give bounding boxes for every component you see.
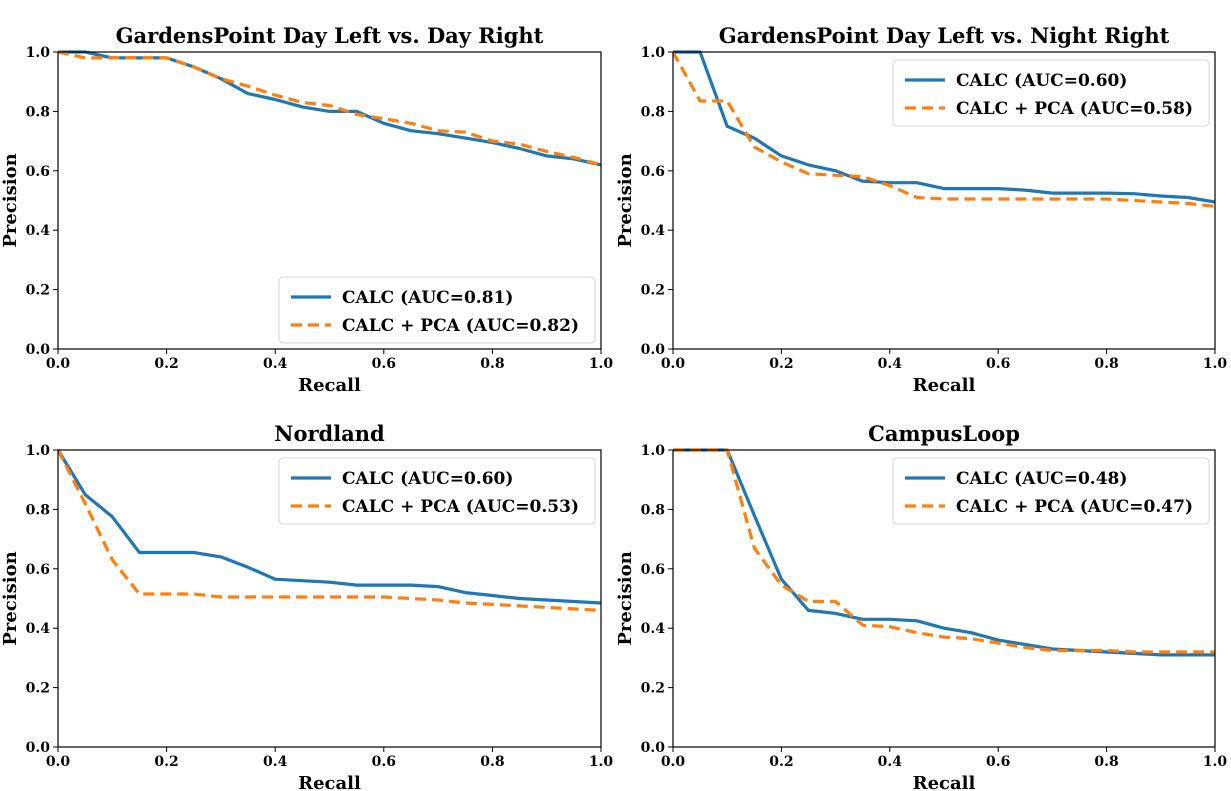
legend: CALC (AUC=0.60) CALC + PCA (AUC=0.58)	[892, 59, 1210, 127]
x-tick-label: 0.4	[263, 356, 288, 372]
legend-label: CALC (AUC=0.48)	[956, 469, 1127, 489]
series-line-1	[673, 50, 1215, 204]
x-tick-label: 0.4	[878, 356, 903, 372]
y-tick-label: 0.4	[641, 621, 666, 637]
x-tick-label: 1.0	[589, 356, 614, 372]
x-tick-label: 0.8	[1094, 754, 1118, 770]
y-tick-label: 1.0	[641, 45, 666, 61]
x-tick-label: 1.0	[589, 754, 614, 770]
y-tick-label: 0.0	[641, 342, 666, 358]
axes-frame	[672, 449, 1216, 748]
y-tick-label: 0.8	[26, 104, 50, 120]
chart-title: GardensPoint Day Left vs. Night Right	[719, 23, 1170, 48]
legend: CALC (AUC=0.81) CALC + PCA (AUC=0.82)	[278, 276, 596, 344]
legend-label: CALC (AUC=0.60)	[956, 71, 1127, 91]
series-group	[58, 449, 601, 612]
axes-frame	[672, 51, 1216, 350]
chart-panel-3: Nordland 0.0 0.2 0.4 0.6 0.8 1.0 0.0 0.2 0.4 0.6 0.…	[0, 421, 613, 791]
axes-frame	[57, 449, 602, 748]
series-line-2	[58, 50, 601, 167]
series-group	[58, 50, 601, 167]
x-axis-label: Recall	[913, 375, 976, 396]
y-tick-label: 0.0	[26, 740, 51, 756]
x-axis-label: Recall	[913, 773, 976, 791]
x-axis-label: Recall	[298, 773, 361, 791]
legend-label: CALC + PCA (AUC=0.53)	[342, 497, 579, 517]
x-tick-label: 0.2	[769, 356, 793, 372]
legend-box	[892, 59, 1210, 127]
series-line-2	[673, 448, 1215, 654]
y-axis-label: Precision	[615, 551, 636, 645]
series-group	[673, 50, 1215, 208]
y-tick-label: 1.0	[641, 443, 666, 459]
legend-label: CALC + PCA (AUC=0.58)	[956, 99, 1193, 119]
y-tick-label: 0.2	[26, 283, 50, 299]
y-tick-label: 0.2	[641, 283, 665, 299]
x-tick-label: 0.2	[769, 754, 793, 770]
y-tick-label: 1.0	[26, 443, 51, 459]
y-tick-label: 1.0	[26, 45, 51, 61]
x-tick-label: 0.6	[986, 356, 1010, 372]
x-tick-label: 0.8	[480, 356, 504, 372]
x-tick-label: 0.4	[263, 754, 288, 770]
y-tick-label: 0.8	[26, 502, 50, 518]
y-axis-label: Precision	[0, 153, 21, 247]
chart-title: GardensPoint Day Left vs. Day Right	[116, 23, 544, 48]
series-line-1	[58, 449, 601, 605]
y-tick-label: 0.4	[641, 223, 666, 239]
x-tick-label: 0.0	[661, 754, 686, 770]
y-tick-label: 0.0	[641, 740, 666, 756]
series-line-1	[58, 50, 601, 167]
x-tick-label: 0.6	[372, 754, 396, 770]
series-line-2	[58, 449, 601, 612]
chart-panel-2: GardensPoint Day Left vs. Night Right 0.0…	[615, 23, 1227, 396]
x-axis-label: Recall	[298, 375, 361, 396]
y-tick-label: 0.6	[26, 562, 50, 578]
y-tick-label: 0.6	[26, 164, 50, 180]
chart-panel-4: CampusLoop 0.0 0.2 0.4 0.6 0.8 1.0 0.0 0.2 0.4 0.6…	[615, 421, 1227, 791]
x-tick-label: 0.8	[1094, 356, 1118, 372]
x-tick-label: 0.6	[986, 754, 1010, 770]
legend-label: CALC + PCA (AUC=0.47)	[956, 497, 1193, 517]
legend: CALC (AUC=0.60) CALC + PCA (AUC=0.53)	[278, 457, 596, 525]
y-tick-label: 0.6	[641, 164, 665, 180]
series-group	[673, 448, 1215, 657]
y-axis-label: Precision	[0, 551, 21, 645]
series-line-1	[673, 448, 1215, 657]
chart-title: CampusLoop	[868, 421, 1020, 446]
y-tick-label: 0.8	[641, 104, 665, 120]
x-tick-label: 0.4	[878, 754, 903, 770]
axes-frame	[57, 51, 602, 350]
x-tick-label: 0.6	[372, 356, 396, 372]
x-tick-label: 1.0	[1203, 754, 1228, 770]
legend-box	[892, 457, 1210, 525]
legend: CALC (AUC=0.48) CALC + PCA (AUC=0.47)	[892, 457, 1210, 525]
y-tick-label: 0.2	[26, 681, 50, 697]
x-tick-label: 0.0	[661, 356, 686, 372]
y-tick-label: 0.8	[641, 502, 665, 518]
legend-label: CALC + PCA (AUC=0.82)	[342, 316, 579, 336]
y-axis-label: Precision	[615, 153, 636, 247]
y-tick-label: 0.6	[641, 562, 665, 578]
legend-label: CALC (AUC=0.81)	[342, 288, 513, 308]
chart-title: Nordland	[274, 421, 385, 446]
x-tick-label: 0.0	[46, 356, 71, 372]
legend-box	[278, 457, 596, 525]
legend-box	[278, 276, 596, 344]
x-tick-label: 1.0	[1203, 356, 1228, 372]
series-line-2	[673, 51, 1215, 208]
legend-label: CALC (AUC=0.60)	[342, 469, 513, 489]
x-tick-label: 0.2	[154, 356, 178, 372]
y-tick-label: 0.2	[641, 681, 665, 697]
y-tick-label: 0.4	[26, 223, 51, 239]
x-tick-label: 0.0	[46, 754, 71, 770]
y-tick-label: 0.4	[26, 621, 51, 637]
y-tick-label: 0.0	[26, 342, 51, 358]
x-tick-label: 0.2	[154, 754, 178, 770]
x-tick-label: 0.8	[480, 754, 504, 770]
